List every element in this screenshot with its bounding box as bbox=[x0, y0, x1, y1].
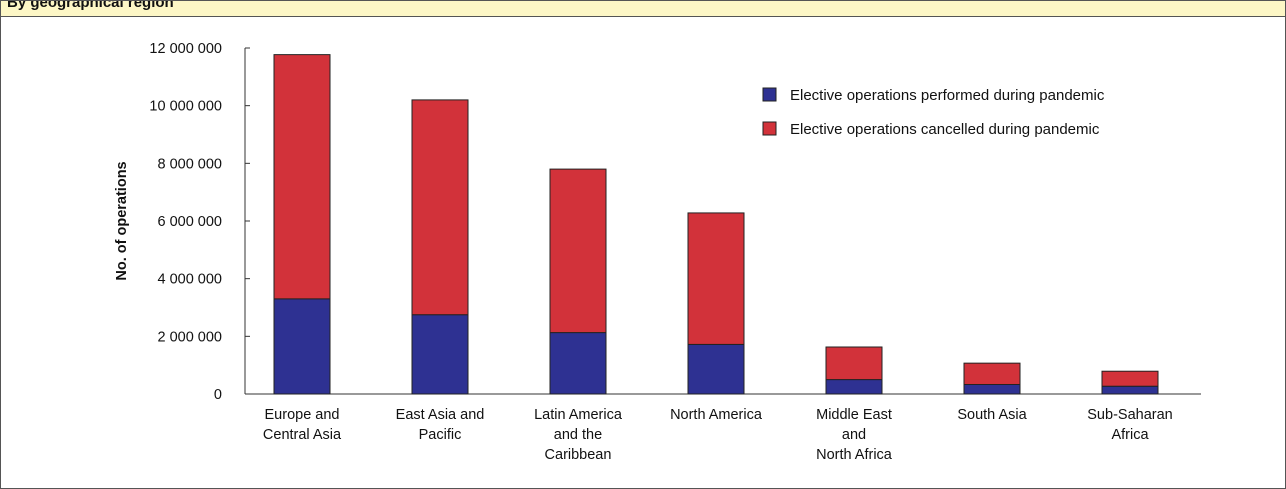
bar-performed bbox=[963, 383, 1021, 395]
y-tick-label: 0 bbox=[214, 387, 222, 403]
y-axis-label: No. of operations bbox=[114, 161, 130, 280]
y-tick-label: 2 000 000 bbox=[157, 329, 222, 345]
bar-cancelled bbox=[687, 212, 745, 345]
legend-swatch bbox=[762, 121, 777, 136]
y-tick-label: 10 000 000 bbox=[149, 99, 222, 115]
x-tick-label: South Asia bbox=[957, 407, 1027, 423]
x-tick-label: Europe and bbox=[265, 407, 340, 423]
y-tick-label: 8 000 000 bbox=[157, 156, 222, 172]
x-tick-label: Latin America bbox=[534, 407, 623, 423]
x-tick-label: Pacific bbox=[419, 427, 462, 443]
bar-cancelled bbox=[963, 362, 1021, 385]
bar-cancelled bbox=[273, 54, 331, 300]
bar-cancelled bbox=[825, 346, 883, 381]
figure-title: By geographical region bbox=[7, 1, 174, 11]
bar-performed bbox=[411, 314, 469, 395]
x-tick-label: North Africa bbox=[816, 447, 893, 463]
bar-performed bbox=[825, 379, 883, 395]
figure-header: By geographical region bbox=[1, 1, 1285, 17]
legend-label: Elective operations cancelled during pan… bbox=[790, 121, 1100, 138]
legend-label: Elective operations performed during pan… bbox=[790, 87, 1105, 104]
x-tick-label: and the bbox=[554, 427, 602, 443]
legend-swatch bbox=[762, 87, 777, 102]
x-tick-label: Africa bbox=[1111, 427, 1149, 443]
x-tick-label: Middle East bbox=[816, 407, 892, 423]
x-tick-label: Sub-Saharan bbox=[1087, 407, 1172, 423]
bar-performed bbox=[1101, 385, 1159, 395]
bar-cancelled bbox=[549, 168, 607, 334]
x-tick-label: East Asia and bbox=[396, 407, 485, 423]
x-tick-label: and bbox=[842, 427, 866, 443]
bar-cancelled bbox=[1101, 370, 1159, 387]
y-tick-label: 4 000 000 bbox=[157, 272, 222, 288]
bar-performed bbox=[549, 332, 607, 395]
x-tick-label: North America bbox=[670, 407, 763, 423]
bar-cancelled bbox=[411, 99, 469, 316]
x-tick-label: Central Asia bbox=[263, 427, 342, 443]
bar-performed bbox=[273, 298, 331, 395]
y-tick-label: 6 000 000 bbox=[157, 214, 222, 230]
bar-performed bbox=[687, 343, 745, 395]
y-tick-label: 12 000 000 bbox=[149, 41, 222, 57]
x-tick-label: Caribbean bbox=[545, 447, 612, 463]
